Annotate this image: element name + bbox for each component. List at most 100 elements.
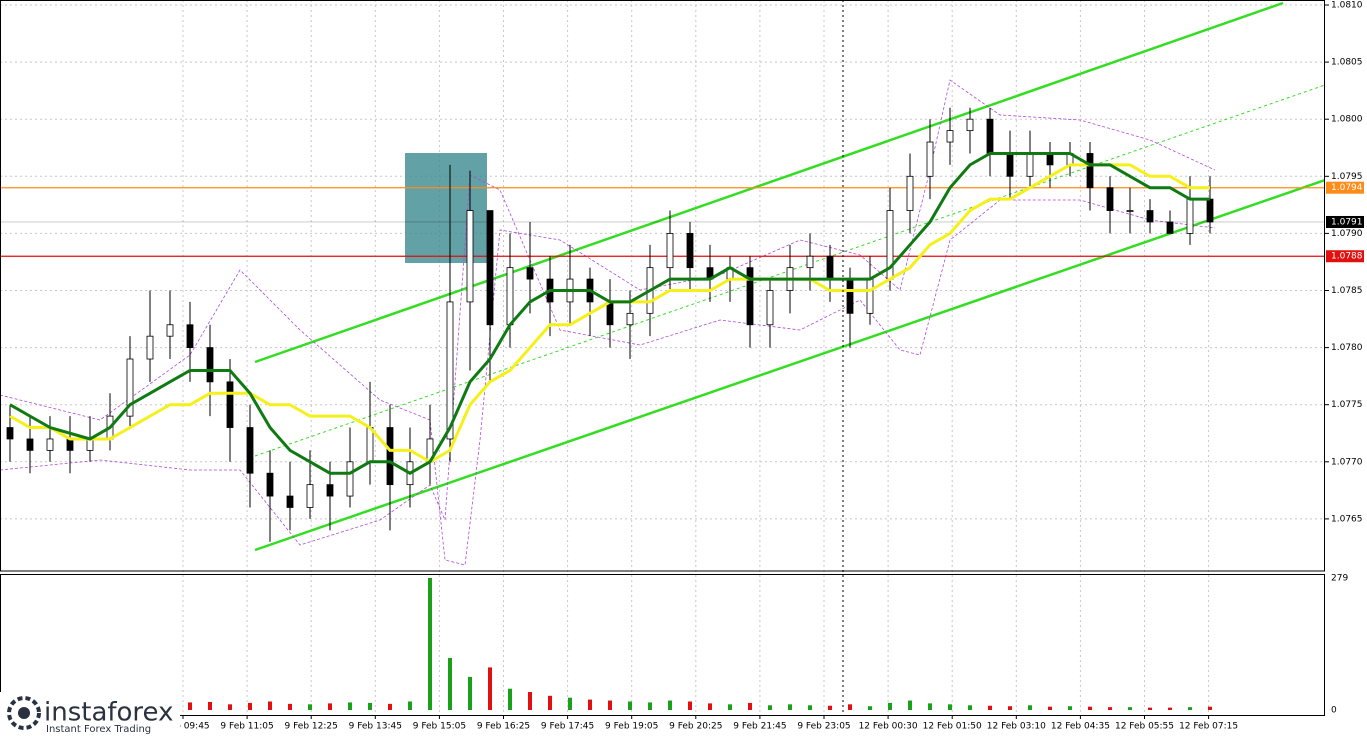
- volume-bar: [648, 702, 652, 710]
- candle-body: [86, 438, 94, 451]
- volume-bar: [928, 703, 932, 710]
- candle-body: [346, 461, 354, 497]
- x-tick-label: 12 Feb 05:55: [1115, 722, 1174, 732]
- candle-body: [746, 267, 754, 326]
- candle-body: [186, 324, 194, 349]
- bollinger-lower: [0, 174, 1216, 546]
- candle-body: [1086, 153, 1094, 189]
- candle-body: [846, 278, 854, 314]
- volume-bar: [628, 701, 632, 710]
- volume-bar: [968, 705, 972, 710]
- logo-name: instaforex: [44, 698, 173, 728]
- candle-body: [826, 255, 834, 280]
- candle-body: [946, 130, 954, 143]
- volume-bar: [508, 688, 512, 710]
- volume-bar: [668, 700, 672, 710]
- candle-body: [866, 278, 874, 314]
- candle-body: [1126, 210, 1134, 212]
- volume-bar: [688, 701, 692, 710]
- candle-body: [146, 335, 154, 360]
- candle-body: [906, 175, 914, 211]
- candle-body: [386, 427, 394, 486]
- candle-body: [26, 438, 34, 451]
- logo-tagline: Instant Forex Trading: [46, 724, 151, 735]
- candle-body: [626, 312, 634, 326]
- candle-body: [1026, 153, 1034, 177]
- volume-bar: [1088, 706, 1092, 710]
- candle-body: [326, 484, 334, 497]
- volume-tick-label: 0: [1331, 706, 1337, 716]
- volume-bar: [588, 699, 592, 710]
- x-tick-label: 9 Feb 13:45: [349, 722, 402, 732]
- bollinger-upper: [0, 79, 1216, 566]
- volume-pane-frame: [0, 574, 1325, 716]
- volume-bar: [868, 706, 872, 710]
- volume-bar: [788, 704, 792, 710]
- volume-bar: [428, 578, 432, 710]
- logo-icon: [7, 696, 41, 730]
- x-tick-label: 12 Feb 07:15: [1179, 722, 1238, 732]
- volume-bar: [268, 701, 272, 710]
- volume-bar: [848, 704, 852, 710]
- moving-average: [9, 151, 1210, 475]
- x-tick-label: 9 Feb 16:25: [477, 722, 530, 732]
- candle-body: [506, 267, 514, 326]
- volume-bar: [228, 704, 232, 710]
- volume-bar: [1188, 707, 1192, 710]
- volume-bar: [488, 667, 492, 710]
- candle-body: [466, 210, 474, 303]
- volume-bar: [208, 701, 212, 710]
- y-tick-label: 1.0790: [1331, 229, 1363, 239]
- volume-bar: [288, 703, 292, 710]
- price-level-label: 1.0788: [1331, 252, 1363, 262]
- volume-bar: [468, 676, 472, 710]
- x-tick-label: 9 Feb 15:05: [413, 722, 466, 732]
- y-tick-label: 1.0810: [1331, 1, 1363, 11]
- volume-bar: [768, 705, 772, 710]
- volume-bar: [448, 657, 452, 710]
- volume-bar: [888, 702, 892, 710]
- candle-body: [1146, 210, 1154, 223]
- candle-body: [986, 118, 994, 154]
- candle-body: [1106, 187, 1114, 211]
- volume-bar: [908, 700, 912, 710]
- candle-body: [806, 255, 814, 269]
- candle-body: [66, 438, 74, 451]
- x-tick-label: 9 Feb 20:25: [669, 722, 722, 732]
- y-tick-label: 1.0775: [1331, 400, 1363, 410]
- x-tick-label: 9 Feb 21:45: [733, 722, 786, 732]
- channel-upper: [254, 1, 1284, 364]
- y-tick-label: 1.0800: [1331, 115, 1363, 125]
- volume-bar: [1208, 706, 1212, 710]
- price-level-box: [1326, 215, 1364, 228]
- candle-body: [606, 301, 614, 326]
- volume-bar: [1028, 705, 1032, 710]
- volume-bar: [988, 705, 992, 710]
- volume-bar: [548, 695, 552, 710]
- candle-body: [926, 141, 934, 177]
- candle-body: [286, 495, 294, 508]
- volume-bar: [568, 697, 572, 710]
- y-tick-label: 1.0770: [1331, 457, 1363, 467]
- candle-body: [46, 438, 54, 451]
- volume-bar: [348, 702, 352, 710]
- channel-lower: [254, 178, 1325, 552]
- volume-bar: [1048, 706, 1052, 710]
- volume-bar: [388, 703, 392, 710]
- candle-body: [366, 427, 374, 463]
- volume-bar: [248, 702, 252, 710]
- x-tick-label: 12 Feb 00:30: [859, 722, 918, 732]
- volume-bar: [1168, 707, 1172, 710]
- x-tick-label: 9 Feb 23:05: [797, 722, 850, 732]
- volume-bar: [748, 702, 752, 710]
- candle-body: [526, 267, 534, 280]
- candle-body: [266, 472, 274, 497]
- x-tick-label: 12 Feb 04:35: [1051, 722, 1110, 732]
- candle-body: [166, 324, 174, 337]
- y-tick-label: 1.0785: [1331, 286, 1363, 296]
- candle-body: [306, 484, 314, 508]
- highlight-zone: [405, 153, 487, 263]
- x-tick-label: 9 Feb 12:25: [285, 722, 338, 732]
- volume-bar: [528, 692, 532, 710]
